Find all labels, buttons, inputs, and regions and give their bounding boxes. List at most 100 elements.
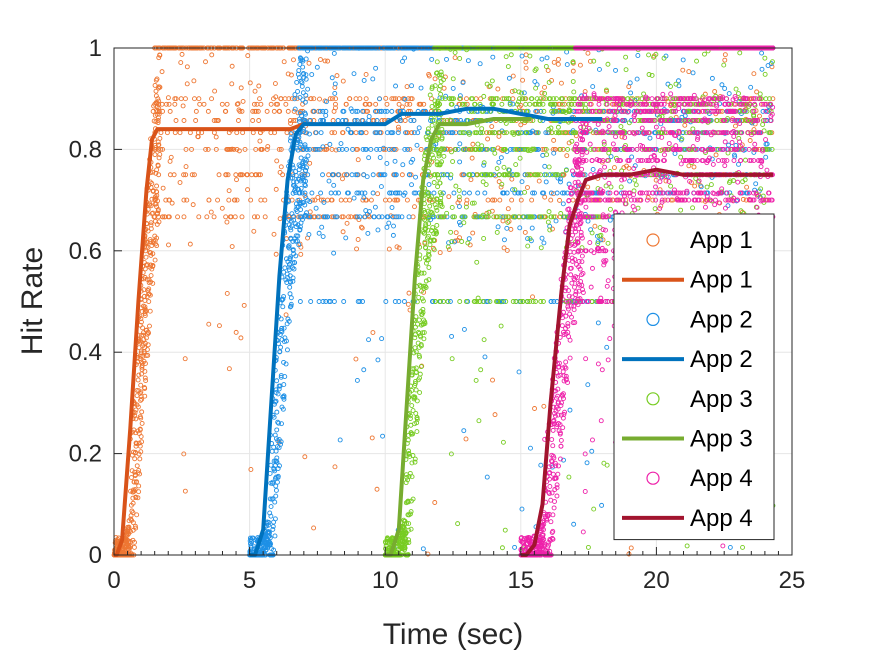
scatter-point — [240, 98, 246, 104]
scatter-point — [418, 101, 424, 107]
scatter-point — [271, 231, 277, 237]
scatter-point — [692, 183, 698, 189]
scatter-point — [407, 101, 413, 107]
scatter-point — [561, 172, 567, 178]
scatter-point — [432, 500, 438, 505]
scatter-point — [187, 241, 193, 247]
scatter-point — [139, 409, 145, 415]
scatter-point — [129, 468, 135, 474]
scatter-point — [365, 108, 371, 114]
scatter-point — [147, 308, 153, 314]
scatter-point — [153, 77, 159, 83]
scatter-point — [375, 191, 381, 197]
scatter-point — [495, 86, 501, 92]
scatter-point — [395, 124, 401, 130]
scatter-point — [181, 197, 187, 203]
scatter-point — [213, 118, 219, 123]
scatter-point — [284, 347, 290, 353]
scatter-point — [628, 545, 634, 551]
scatter-point — [285, 71, 291, 77]
scatter-point — [201, 101, 207, 107]
scatter-point — [226, 146, 232, 152]
scatter-point — [175, 214, 181, 220]
scatter-point — [134, 441, 140, 447]
scatter-point — [138, 389, 144, 395]
scatter-point — [585, 50, 591, 56]
scatter-point — [236, 148, 242, 154]
scatter-point — [367, 101, 373, 107]
scatter-point — [235, 101, 241, 107]
scatter-point — [226, 366, 232, 372]
scatter-point — [130, 500, 136, 506]
scatter-point — [283, 312, 289, 318]
scatter-point — [223, 214, 229, 220]
scatter-point — [360, 197, 366, 203]
scatter-point — [722, 52, 728, 58]
scatter-point — [138, 350, 144, 356]
scatter-point — [155, 96, 161, 102]
scatter-point — [137, 456, 143, 462]
scatter-point — [691, 164, 697, 170]
scatter-point — [541, 403, 547, 409]
scatter-point — [212, 88, 218, 94]
scatter-point — [225, 146, 230, 152]
scatter-point — [132, 487, 138, 493]
scatter-point — [395, 197, 401, 203]
scatter-point — [338, 197, 344, 203]
scatter-point — [151, 238, 156, 244]
scatter-point — [453, 230, 459, 236]
scatter-point — [281, 382, 287, 388]
scatter-point — [203, 146, 209, 152]
scatter-point — [359, 225, 365, 231]
scatter-point — [282, 96, 288, 102]
scatter-point — [446, 247, 452, 253]
scatter-point — [182, 356, 188, 362]
scatter-point — [396, 101, 402, 107]
scatter-point — [485, 197, 491, 203]
scatter-point — [418, 146, 424, 152]
scatter-point — [167, 108, 173, 114]
scatter-point — [152, 82, 158, 88]
scatter-point — [321, 197, 327, 203]
scatter-point — [332, 130, 338, 136]
scatter-point — [296, 214, 302, 220]
scatter-point — [265, 144, 271, 149]
scatter-point — [152, 197, 158, 203]
scatter-point — [277, 108, 283, 114]
scatter-point — [289, 96, 295, 102]
scatter-point — [154, 243, 160, 249]
scatter-point — [437, 250, 443, 256]
scatter-point — [248, 197, 254, 203]
scatter-point — [182, 488, 188, 494]
scatter-point — [273, 251, 279, 257]
scatter-point — [621, 165, 627, 171]
scatter-point — [253, 146, 259, 152]
scatter-point — [154, 221, 160, 227]
scatter-point — [169, 200, 175, 206]
scatter-point — [159, 101, 165, 107]
scatter-point — [412, 204, 417, 210]
scatter-point — [396, 127, 402, 133]
scatter-point — [155, 162, 161, 168]
scatter-point — [238, 172, 244, 178]
scatter-point — [232, 214, 238, 220]
scatter-point — [146, 291, 152, 297]
scatter-point — [150, 108, 156, 114]
scatter-point — [148, 262, 153, 268]
scatter-point — [233, 172, 239, 178]
scatter-point — [722, 57, 728, 63]
scatter-point — [144, 347, 150, 353]
scatter-point — [142, 386, 148, 391]
scatter-point — [224, 101, 230, 107]
scatter-point — [523, 59, 529, 65]
scatter-point — [555, 56, 561, 62]
scatter-point — [253, 172, 259, 178]
scatter-point — [257, 138, 263, 144]
scatter-point — [302, 454, 308, 460]
scatter-point — [302, 193, 308, 198]
scatter-point — [138, 319, 144, 325]
scatter-point — [551, 137, 557, 143]
scatter-point — [141, 358, 147, 364]
scatter-point — [259, 146, 264, 152]
scatter-point — [340, 229, 346, 235]
